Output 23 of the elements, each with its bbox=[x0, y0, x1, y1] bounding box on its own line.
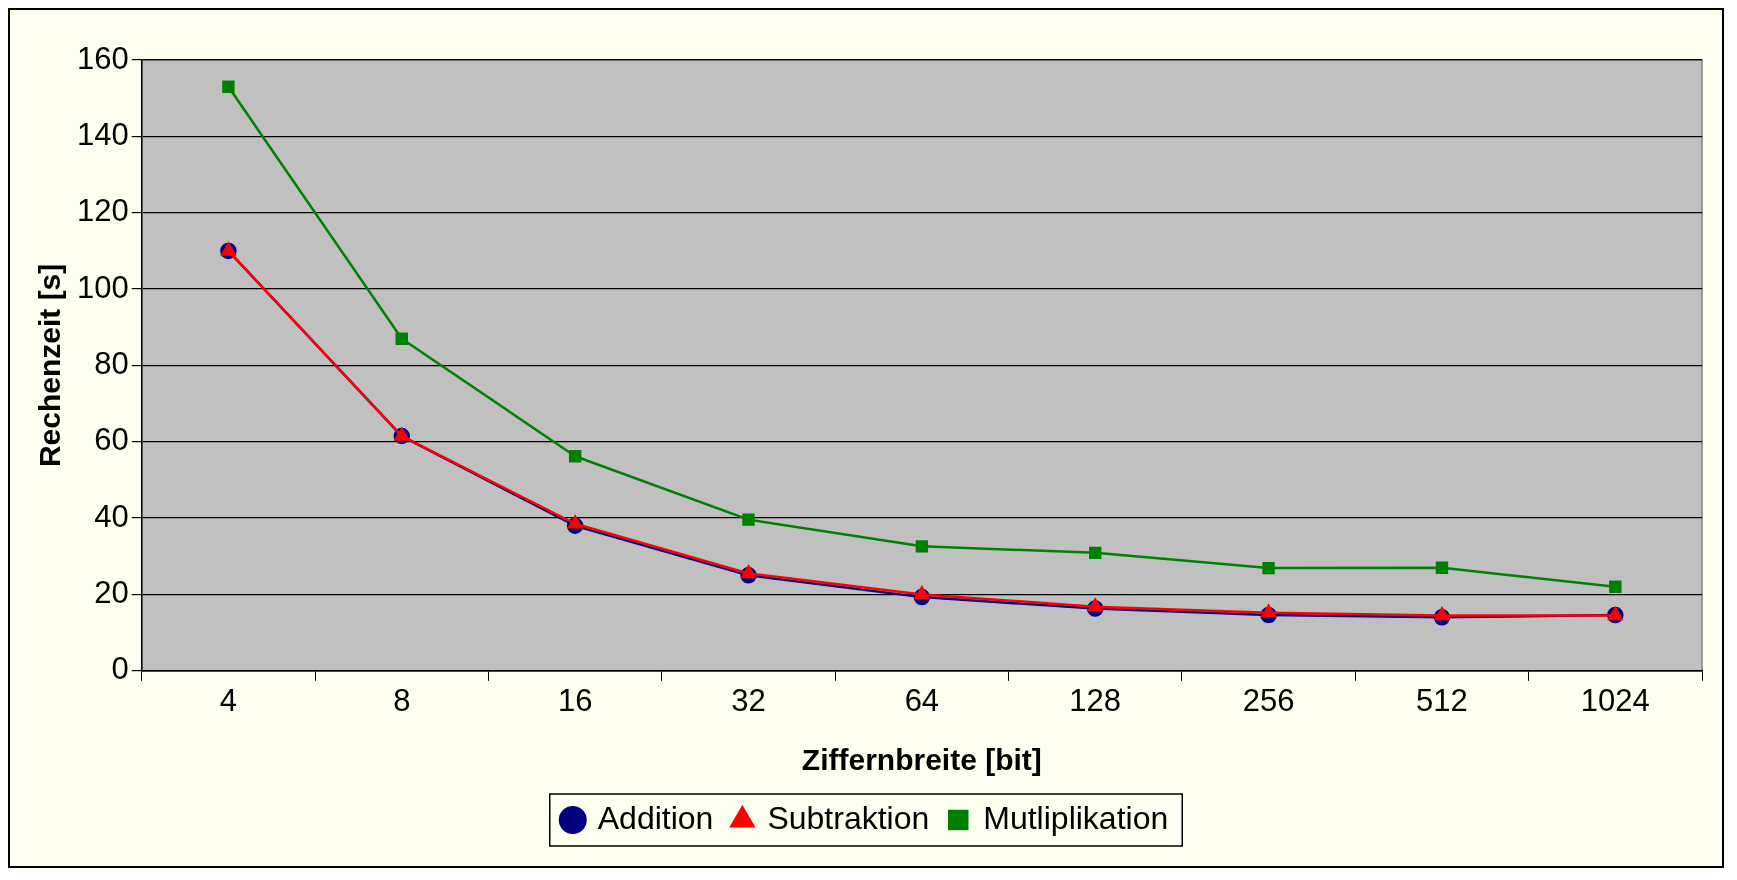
legend-label: Addition bbox=[597, 799, 714, 836]
x-tick-label: 8 bbox=[393, 682, 411, 718]
legend-label: Mutliplikation bbox=[983, 799, 1169, 836]
y-tick-label: 140 bbox=[76, 116, 129, 152]
x-tick-label: 32 bbox=[731, 682, 766, 718]
x-tick-label: 64 bbox=[904, 682, 940, 718]
x-tick-label: 256 bbox=[1242, 682, 1295, 718]
x-tick-label: 1024 bbox=[1580, 682, 1650, 718]
x-axis-title: Ziffernbreite [bit] bbox=[801, 743, 1042, 777]
y-tick-label: 120 bbox=[76, 193, 129, 229]
x-tick-label: 128 bbox=[1069, 682, 1122, 718]
y-tick-label: 100 bbox=[76, 269, 129, 305]
y-axis-title: Rechenzeit [s] bbox=[33, 263, 67, 468]
y-tick-label: 60 bbox=[94, 422, 129, 458]
x-tick-label: 16 bbox=[557, 682, 593, 718]
y-tick-label: 40 bbox=[94, 498, 129, 534]
legend-label: Subtraktion bbox=[767, 799, 930, 836]
y-tick-label: 0 bbox=[111, 651, 129, 687]
y-tick-label: 160 bbox=[76, 40, 129, 76]
x-tick-label: 512 bbox=[1416, 682, 1468, 718]
x-tick-label: 4 bbox=[219, 682, 238, 718]
y-tick-label: 80 bbox=[94, 345, 129, 381]
y-tick-label: 20 bbox=[94, 575, 129, 610]
